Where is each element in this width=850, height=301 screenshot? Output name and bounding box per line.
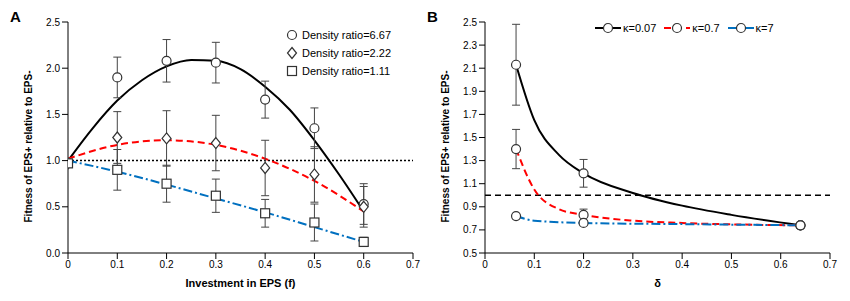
html-text:A: A	[10, 8, 21, 25]
svg-text:0: 0	[65, 259, 71, 270]
svg-text:1.5: 1.5	[46, 109, 60, 120]
svg-text:1.7: 1.7	[463, 109, 477, 120]
svg-text:0.1: 0.1	[527, 259, 541, 270]
svg-text:Fitness of EPS+ relative to EP: Fitness of EPS+ relative to EPS-	[23, 71, 34, 223]
svg-text:δ: δ	[654, 277, 661, 289]
svg-text:0.2: 0.2	[160, 259, 174, 270]
html-text:κ=0.7: κ=0.7	[692, 22, 720, 34]
svg-text:0.6: 0.6	[357, 259, 371, 270]
svg-text:0.1: 0.1	[110, 259, 124, 270]
svg-text:2.5: 2.5	[46, 17, 60, 28]
svg-text:1.5: 1.5	[463, 132, 477, 143]
svg-text:0.9: 0.9	[463, 201, 477, 212]
svg-text:0.4: 0.4	[258, 259, 272, 270]
svg-text:Fitness of EPS+ relative to EP: Fitness of EPS+ relative to EPS-	[440, 71, 451, 223]
svg-text:0.5: 0.5	[46, 201, 60, 212]
svg-text:0.0: 0.0	[46, 248, 60, 259]
svg-text:0.4: 0.4	[675, 259, 689, 270]
html-text:κ=0.07: κ=0.07	[623, 22, 657, 34]
svg-text:1.1: 1.1	[463, 178, 477, 189]
svg-text:0.2: 0.2	[577, 259, 591, 270]
html-text:B: B	[427, 8, 438, 25]
svg-text:1.3: 1.3	[463, 155, 477, 166]
svg-text:0.5: 0.5	[724, 259, 738, 270]
svg-text:2.0: 2.0	[46, 63, 60, 74]
html-text:Density ratio=6.67: Density ratio=6.67	[302, 29, 391, 41]
svg-text:0.7: 0.7	[823, 259, 837, 270]
svg-text:0.7: 0.7	[406, 259, 420, 270]
html-text:Density ratio=1.11: Density ratio=1.11	[302, 65, 391, 77]
svg-text:2.1: 2.1	[463, 63, 477, 74]
svg-text:0.5: 0.5	[463, 248, 477, 259]
svg-text:0: 0	[482, 259, 488, 270]
html-text:Density ratio=2.22: Density ratio=2.22	[302, 47, 391, 59]
svg-text:0.7: 0.7	[463, 224, 477, 235]
html-text:κ=7: κ=7	[755, 22, 774, 34]
svg-text:0.5: 0.5	[307, 259, 321, 270]
svg-text:2.3: 2.3	[463, 40, 477, 51]
svg-text:0.3: 0.3	[209, 259, 223, 270]
svg-text:0.3: 0.3	[626, 259, 640, 270]
svg-text:Investment in EPS (f): Investment in EPS (f)	[185, 277, 295, 289]
svg-text:2.5: 2.5	[463, 17, 477, 28]
svg-text:1.9: 1.9	[463, 86, 477, 97]
svg-text:0.6: 0.6	[774, 259, 788, 270]
svg-text:1.0: 1.0	[46, 155, 60, 166]
